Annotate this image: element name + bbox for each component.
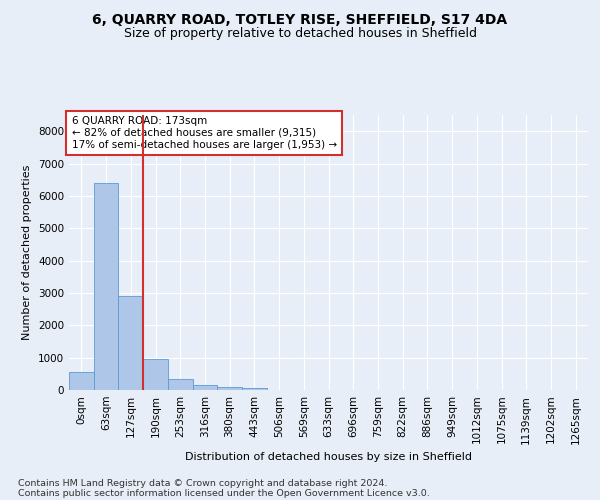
- Y-axis label: Number of detached properties: Number of detached properties: [22, 165, 32, 340]
- Bar: [69, 372, 94, 390]
- X-axis label: Distribution of detached houses by size in Sheffield: Distribution of detached houses by size …: [185, 452, 472, 462]
- Text: Size of property relative to detached houses in Sheffield: Size of property relative to detached ho…: [124, 28, 476, 40]
- Text: 6 QUARRY ROAD: 173sqm
← 82% of detached houses are smaller (9,315)
17% of semi-d: 6 QUARRY ROAD: 173sqm ← 82% of detached …: [71, 116, 337, 150]
- Text: Contains HM Land Registry data © Crown copyright and database right 2024.: Contains HM Land Registry data © Crown c…: [18, 478, 388, 488]
- Text: Contains public sector information licensed under the Open Government Licence v3: Contains public sector information licen…: [18, 488, 430, 498]
- Bar: [217, 386, 242, 390]
- Bar: [94, 183, 118, 390]
- Text: 6, QUARRY ROAD, TOTLEY RISE, SHEFFIELD, S17 4DA: 6, QUARRY ROAD, TOTLEY RISE, SHEFFIELD, …: [92, 12, 508, 26]
- Bar: [143, 358, 168, 390]
- Bar: [242, 388, 267, 390]
- Bar: [168, 379, 193, 390]
- Bar: [193, 385, 217, 390]
- Bar: [118, 296, 143, 390]
